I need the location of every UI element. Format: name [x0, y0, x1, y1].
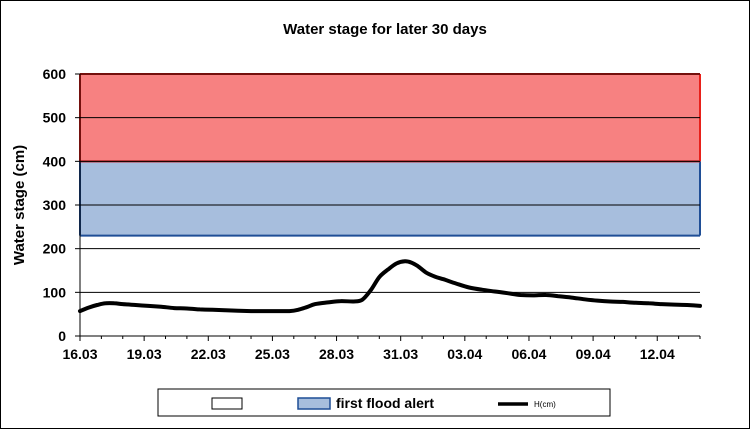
band-0 — [80, 235, 700, 336]
x-tick-label-0: 16.03 — [62, 346, 97, 362]
chart-title: Water stage for later 30 days — [283, 21, 487, 38]
y-tick-label-500: 500 — [43, 110, 67, 126]
legend-swatch-0 — [211, 397, 243, 410]
x-tick-label-6: 03.04 — [447, 346, 482, 362]
y-tick-label-400: 400 — [43, 153, 67, 169]
legend-label-1: first flood alert — [336, 395, 434, 411]
series-line-0 — [78, 259, 702, 314]
x-tick-label-8: 09.04 — [576, 346, 611, 362]
y-tick-label-300: 300 — [43, 197, 67, 213]
x-tick-label-3: 25.03 — [255, 346, 290, 362]
x-tick-label-5: 31.03 — [383, 346, 418, 362]
band-1 — [80, 161, 700, 236]
x-tick-label-2: 22.03 — [191, 346, 226, 362]
y-tick-label-600: 600 — [43, 66, 67, 82]
y-tick-label-0: 0 — [58, 328, 66, 344]
y-axis-label: Water stage (cm) — [11, 145, 28, 265]
x-tick-label-7: 06.04 — [511, 346, 546, 362]
y-tick-label-200: 200 — [43, 241, 67, 257]
legend-swatch-1 — [297, 397, 331, 410]
x-tick-label-1: 19.03 — [127, 346, 162, 362]
x-tick-label-4: 28.03 — [319, 346, 354, 362]
legend-label-2: H(cm) — [534, 400, 556, 409]
y-tick-label-100: 100 — [43, 284, 67, 300]
x-tick-label-9: 12.04 — [640, 346, 675, 362]
